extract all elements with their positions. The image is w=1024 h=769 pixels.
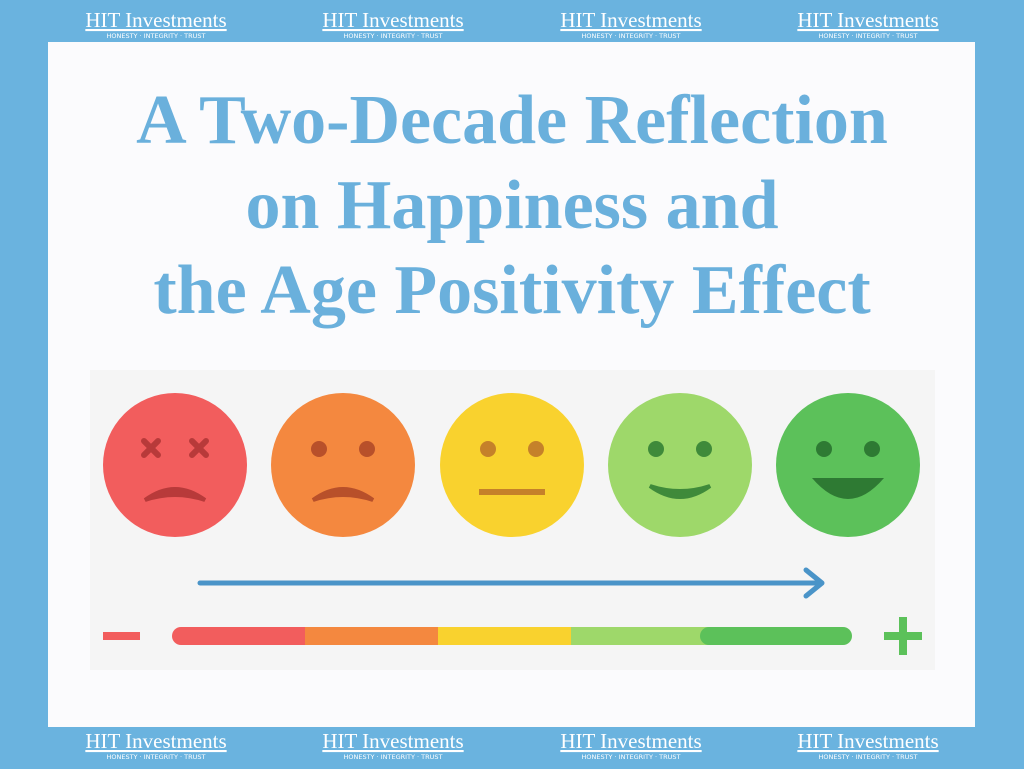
- face-happy: [608, 393, 752, 537]
- logo-tagline: HONESTY · INTEGRITY · TRUST: [818, 753, 917, 761]
- logo-tagline: HONESTY · INTEGRITY · TRUST: [581, 32, 680, 40]
- title-line: A Two-Decade Reflection: [136, 82, 888, 159]
- logo-tagline: HONESTY · INTEGRITY · TRUST: [343, 753, 442, 761]
- title-line: the Age Positivity Effect: [153, 252, 870, 329]
- logo-tagline: HONESTY · INTEGRITY · TRUST: [818, 32, 917, 40]
- face-very-sad: [103, 393, 247, 537]
- scale-bar: [172, 627, 852, 645]
- logo-tagline: HONESTY · INTEGRITY · TRUST: [343, 32, 442, 40]
- logo-tagline: HONESTY · INTEGRITY · TRUST: [106, 32, 205, 40]
- illustration: [90, 370, 935, 670]
- title-line: on Happiness and: [245, 167, 778, 244]
- arrow: [197, 567, 825, 599]
- logo-name: HIT Investments: [797, 8, 938, 32]
- logo-name: HIT Investments: [560, 8, 701, 32]
- face-very-happy: [776, 393, 920, 537]
- logo-tagline: HONESTY · INTEGRITY · TRUST: [106, 753, 205, 761]
- logo-name: HIT Investments: [85, 729, 226, 753]
- logo-name: HIT Investments: [797, 729, 938, 753]
- minus-icon: [103, 632, 140, 640]
- logo-tagline: HONESTY · INTEGRITY · TRUST: [581, 753, 680, 761]
- face-neutral: [440, 393, 584, 537]
- face-sad: [271, 393, 415, 537]
- logo-name: HIT Investments: [560, 729, 701, 753]
- plus-icon: [884, 617, 922, 655]
- logo-name: HIT Investments: [322, 8, 463, 32]
- logo-name: HIT Investments: [85, 8, 226, 32]
- logo-name: HIT Investments: [322, 729, 463, 753]
